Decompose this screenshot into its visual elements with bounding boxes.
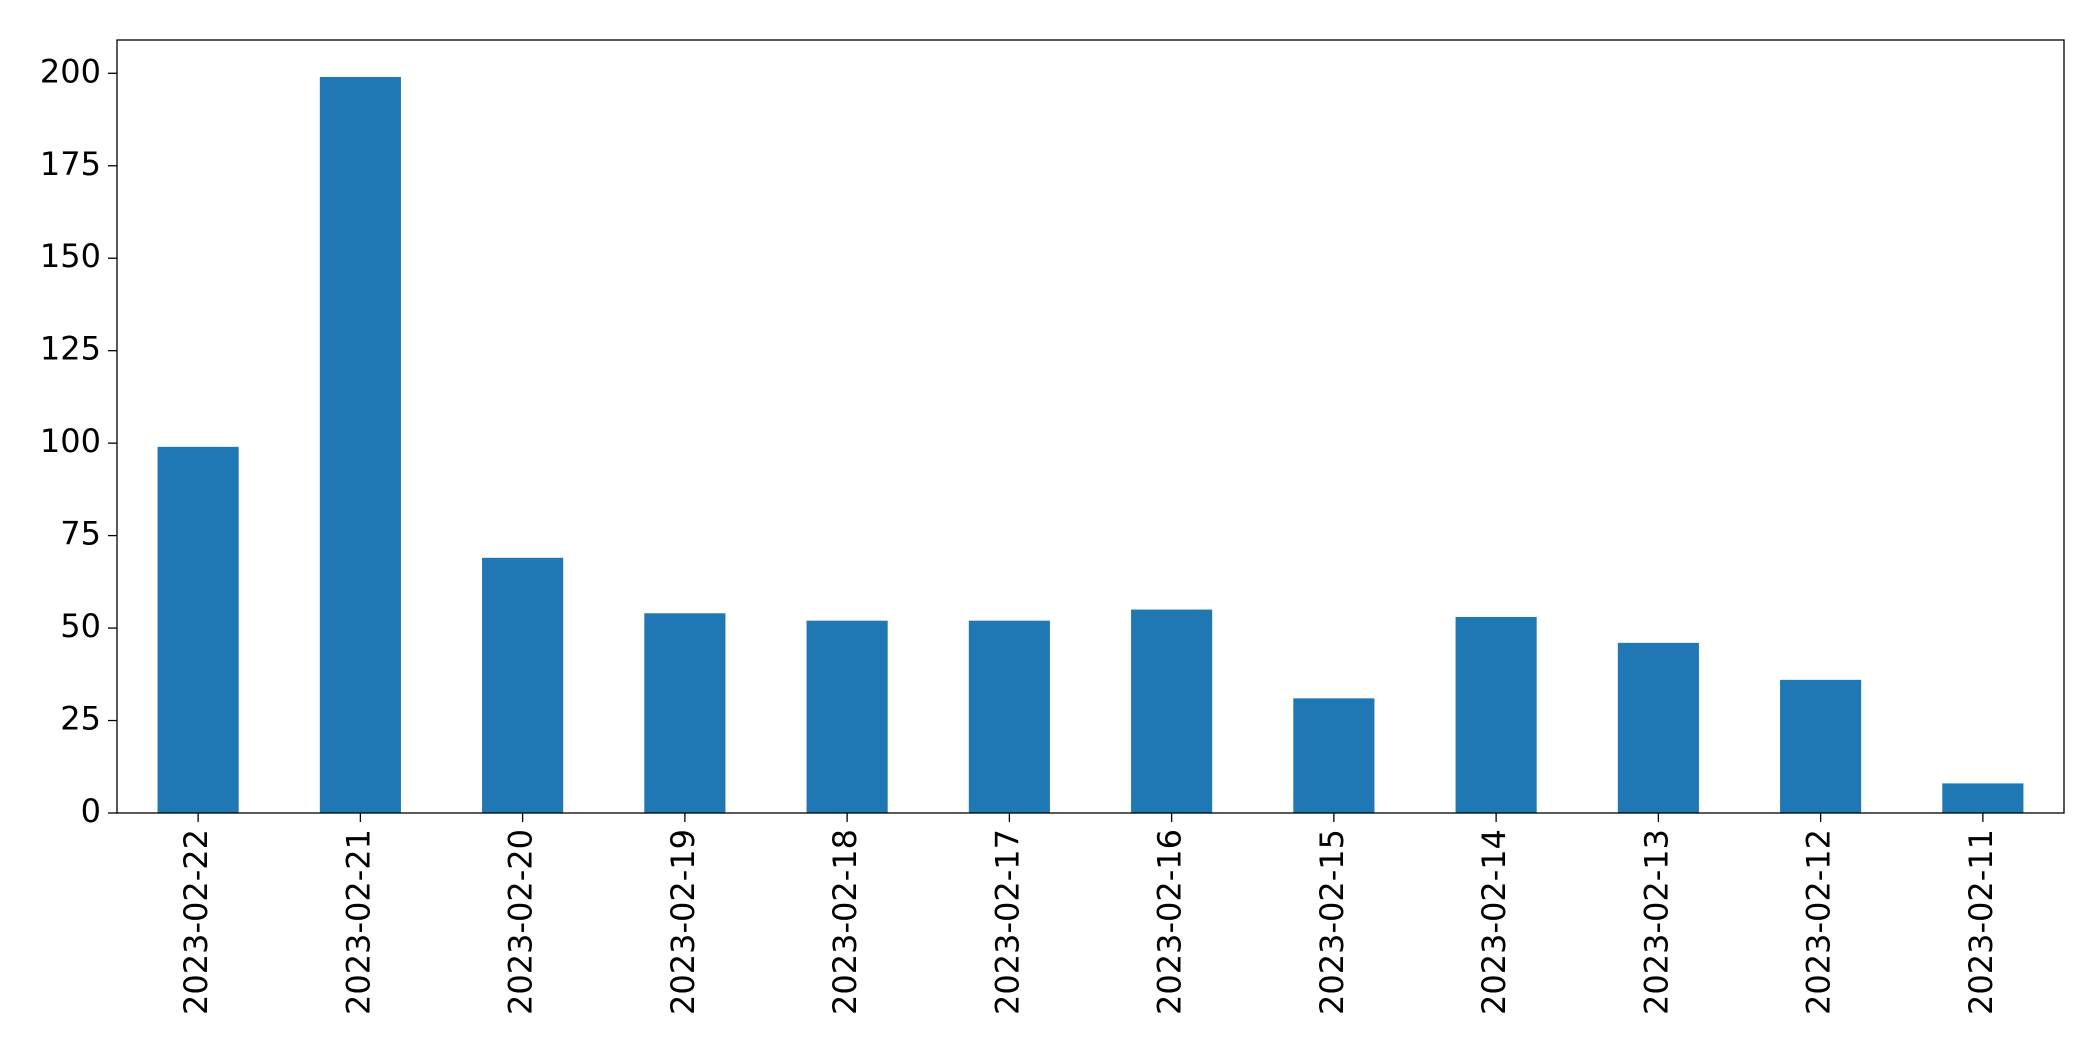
y-tick-label: 75 [60,515,101,553]
bar [1293,698,1375,813]
y-tick-label: 0 [81,792,101,830]
bar [319,76,401,813]
y-tick-label: 25 [60,700,101,738]
x-tick-label: 2023-02-22 [177,829,215,1015]
bar [1617,642,1699,813]
bar [644,613,726,813]
x-tick-label: 2023-02-12 [1800,829,1838,1015]
bar [1942,783,2024,813]
x-tick-label: 2023-02-15 [1313,829,1351,1015]
plot-frame [116,39,2065,814]
x-tick-label: 2023-02-19 [664,829,702,1015]
x-tick-label: 2023-02-14 [1475,829,1513,1015]
y-tick-label: 50 [60,607,101,645]
x-tick-label: 2023-02-11 [1962,829,2000,1015]
bar [806,620,888,813]
bar [1455,616,1537,813]
x-tick-label: 2023-02-20 [502,829,540,1015]
bar [1780,679,1862,813]
x-tick-label: 2023-02-13 [1637,829,1675,1015]
y-tick-label: 200 [40,52,101,90]
x-tick-label: 2023-02-16 [1151,829,1189,1015]
x-tick-label: 2023-02-17 [988,829,1026,1015]
y-tick-label: 175 [40,145,101,183]
y-tick-label: 125 [40,330,101,368]
bar [1131,609,1213,813]
x-tick-label: 2023-02-18 [826,829,864,1015]
x-tick-label: 2023-02-21 [339,829,377,1015]
y-tick-label: 100 [40,422,101,460]
bar [157,446,239,813]
bar [482,557,564,813]
bar [968,620,1050,813]
y-tick-label: 150 [40,237,101,275]
